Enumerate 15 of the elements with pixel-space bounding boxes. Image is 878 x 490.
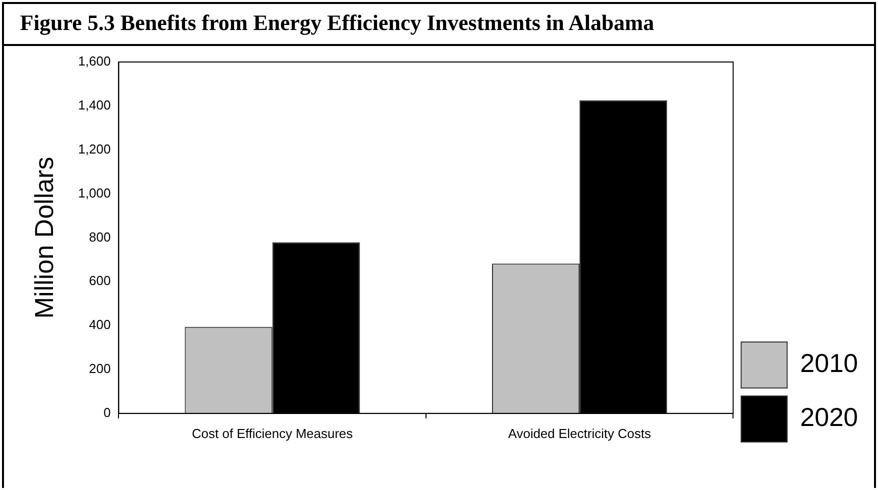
y-tick-label: 600 <box>89 273 111 288</box>
y-tick-label: 800 <box>89 229 111 244</box>
y-tick-label: 1,400 <box>78 98 111 113</box>
chart-title: Figure 5.3 Benefits from Energy Efficiency Investments in Alabama <box>20 10 654 36</box>
y-tick-label: 400 <box>89 317 111 332</box>
y-tick-label: 200 <box>89 361 111 376</box>
y-tick-label: 1,200 <box>78 141 111 156</box>
x-tick-label: Avoided Electricity Costs <box>508 426 652 441</box>
legend-label: 2020 <box>800 402 858 432</box>
y-axis-title: Million Dollars <box>28 156 59 319</box>
legend-label: 2010 <box>800 348 858 378</box>
x-tick-label: Cost of Efficiency Measures <box>192 426 354 441</box>
y-tick-label: 1,000 <box>78 185 111 200</box>
y-tick-label: 1,600 <box>78 54 111 69</box>
y-tick-label: 0 <box>103 404 111 420</box>
